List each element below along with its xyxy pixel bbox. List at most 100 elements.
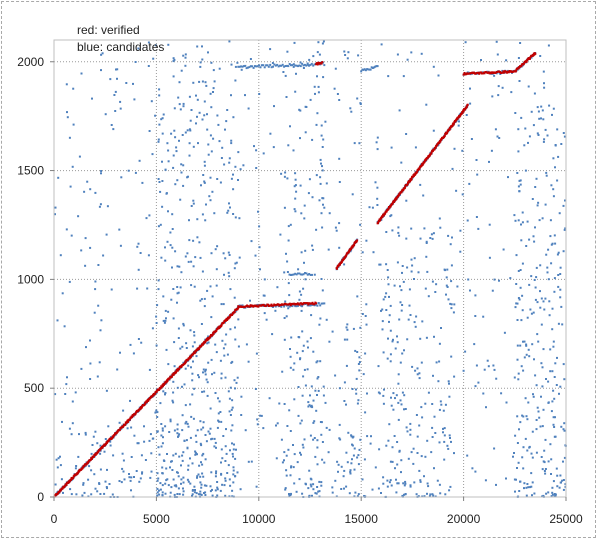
candidate-point	[387, 337, 389, 340]
candidate-point	[312, 55, 315, 58]
candidate-point	[295, 490, 298, 493]
candidate-point	[348, 492, 351, 495]
candidate-point	[99, 452, 102, 455]
verified-point	[379, 218, 382, 221]
candidate-point	[540, 323, 543, 326]
verified-point	[134, 412, 137, 415]
candidate-point	[160, 434, 163, 437]
candidate-point	[292, 149, 295, 152]
candidate-point	[172, 380, 175, 383]
candidate-point	[109, 440, 112, 443]
candidate-point	[550, 495, 553, 498]
candidate-point	[431, 426, 434, 429]
candidate-point	[202, 421, 205, 424]
candidate-point	[449, 243, 452, 246]
candidate-point	[420, 52, 423, 55]
candidate-point	[392, 338, 394, 341]
candidate-point	[301, 330, 304, 333]
candidate-point	[388, 320, 390, 323]
candidate-point	[531, 430, 534, 433]
candidate-point	[304, 482, 307, 485]
candidate-point	[192, 202, 195, 205]
candidate-point	[229, 206, 231, 209]
candidate-point	[528, 283, 531, 286]
verified-point	[449, 127, 452, 130]
candidate-point	[319, 421, 322, 423]
candidate-point	[400, 161, 403, 164]
y-tick-label: 1500	[17, 164, 44, 178]
candidate-point	[283, 65, 286, 68]
candidate-point	[289, 430, 292, 432]
candidate-point	[563, 378, 566, 381]
candidate-point	[182, 164, 185, 167]
candidate-point	[206, 113, 208, 116]
candidate-point	[316, 360, 319, 363]
candidate-point	[170, 298, 173, 301]
candidate-point	[199, 442, 202, 445]
verified-point	[170, 375, 173, 378]
candidate-point	[204, 368, 207, 371]
candidate-point	[141, 472, 143, 475]
candidate-point	[377, 365, 380, 368]
candidate-point	[320, 162, 322, 165]
candidate-point	[216, 245, 219, 248]
candidate-point	[179, 347, 182, 350]
candidate-point	[513, 376, 516, 379]
verified-point	[507, 71, 510, 74]
candidate-point	[292, 65, 295, 68]
candidate-point	[545, 174, 548, 177]
candidate-point	[396, 463, 399, 466]
candidate-point	[548, 300, 551, 303]
candidate-point	[563, 228, 566, 231]
candidate-point	[274, 305, 277, 308]
candidate-point	[171, 213, 174, 216]
candidate-point	[182, 324, 185, 327]
candidate-point	[345, 403, 347, 406]
candidate-point	[100, 53, 103, 56]
candidate-point	[363, 495, 366, 497]
candidate-point	[217, 412, 220, 415]
candidate-point	[203, 114, 206, 117]
candidate-point	[201, 463, 204, 466]
candidate-point	[274, 64, 277, 67]
candidate-point	[189, 403, 192, 406]
candidate-point	[497, 94, 500, 97]
candidate-point	[240, 395, 243, 398]
candidate-point	[210, 252, 213, 255]
candidate-point	[182, 481, 185, 484]
candidate-point	[316, 446, 319, 449]
candidate-point	[227, 390, 230, 393]
verified-point	[345, 254, 348, 257]
candidate-point	[196, 453, 198, 456]
candidate-point	[203, 492, 205, 494]
candidate-point	[316, 463, 319, 466]
candidate-point	[191, 393, 194, 396]
candidate-point	[526, 483, 529, 485]
candidate-point	[127, 169, 130, 172]
candidate-point	[254, 254, 257, 257]
candidate-point	[204, 373, 207, 376]
candidate-point	[364, 315, 367, 317]
candidate-point	[177, 435, 179, 438]
candidate-point	[193, 387, 196, 390]
candidate-point	[83, 190, 86, 193]
candidate-point	[143, 425, 145, 428]
verified-point	[65, 483, 68, 486]
candidate-point	[554, 435, 557, 438]
candidate-point	[533, 358, 535, 361]
candidate-point	[369, 442, 372, 445]
candidate-point	[89, 339, 91, 342]
candidate-point	[400, 309, 403, 312]
candidate-point	[364, 352, 367, 355]
candidate-point	[296, 351, 299, 354]
candidate-point	[522, 369, 525, 372]
verified-point	[402, 189, 405, 192]
candidate-point	[470, 138, 473, 140]
candidate-point	[176, 301, 178, 304]
candidate-point	[554, 362, 557, 365]
candidate-point	[301, 305, 304, 308]
candidate-point	[311, 406, 314, 409]
candidate-point	[110, 288, 113, 291]
candidate-point	[410, 451, 413, 454]
candidate-point	[542, 494, 545, 497]
